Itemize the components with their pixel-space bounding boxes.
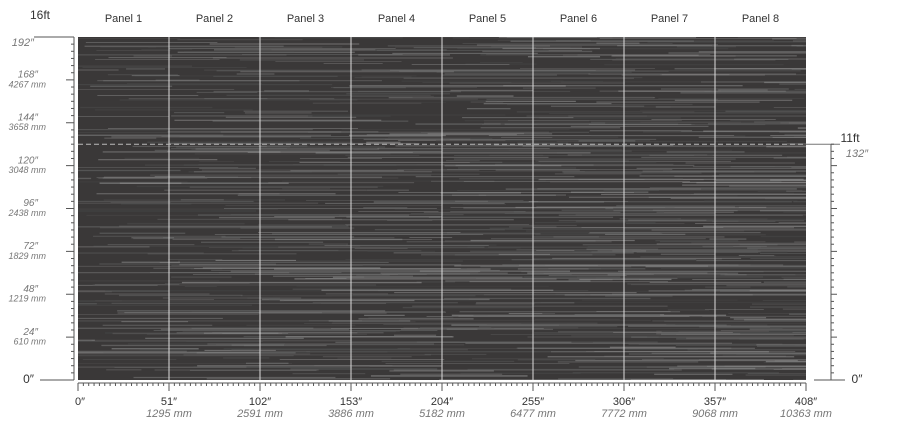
bottom-mm-label: 10363 mm <box>780 408 832 420</box>
bottom-mm-label: 3886 mm <box>328 408 374 420</box>
left-mm-label: 1829 mm <box>8 251 46 261</box>
panel-label: Panel 4 <box>378 13 415 25</box>
bottom-mm-label: 7772 mm <box>601 408 647 420</box>
bottom-mm-label: 5182 mm <box>419 408 465 420</box>
bottom-inch-label: 204″ <box>431 396 453 408</box>
left-inch-label: 24″ <box>22 327 38 338</box>
bottom-inch-label: 306″ <box>613 396 635 408</box>
left-mm-label: 2438 mm <box>7 208 46 218</box>
bottom-mm-label: 9068 mm <box>692 408 738 420</box>
panel-label: Panel 3 <box>287 13 324 25</box>
left-top-label: 16ft <box>30 8 51 22</box>
left-top-sub: 192″ <box>12 37 35 49</box>
panel-label: Panel 6 <box>560 13 597 25</box>
right-top-sub: 132″ <box>846 148 869 160</box>
bottom-inch-label: 408″ <box>795 396 817 408</box>
left-mm-label: 1219 mm <box>8 294 46 304</box>
left-inch-label: 96″ <box>23 198 38 209</box>
bottom-inch-label: 255″ <box>522 396 544 408</box>
bottom-mm-label: 6477 mm <box>510 408 556 420</box>
left-mm-label: 4267 mm <box>8 79 46 89</box>
panel-label: Panel 7 <box>651 13 688 25</box>
right-zero: 0″ <box>852 372 864 386</box>
left-inch-label: 48″ <box>23 284 38 295</box>
left-inch-label: 120″ <box>18 155 39 166</box>
left-mm-label: 3048 mm <box>8 165 46 175</box>
panel-label: Panel 5 <box>469 13 506 25</box>
bottom-inch-label: 153″ <box>340 396 362 408</box>
left-inch-label: 144″ <box>18 112 39 123</box>
left-inch-label: 168″ <box>18 70 39 81</box>
right-top-label: 11ft <box>840 131 860 145</box>
left-mm-label: 3658 mm <box>8 122 46 132</box>
bottom-zero: 0″ <box>75 396 85 408</box>
panel-label: Panel 8 <box>742 13 779 25</box>
bottom-mm-label: 1295 mm <box>146 408 192 420</box>
left-zero: 0″ <box>23 372 35 386</box>
left-inch-label: 72″ <box>23 241 38 252</box>
bottom-mm-label: 2591 mm <box>236 408 283 420</box>
bottom-inch-label: 102″ <box>249 396 271 408</box>
left-mm-label: 610 mm <box>13 337 46 347</box>
bottom-inch-label: 51″ <box>161 396 177 408</box>
texture <box>78 37 806 380</box>
panel-label: Panel 2 <box>196 13 233 25</box>
panel-label: Panel 1 <box>105 13 142 25</box>
bottom-inch-label: 357″ <box>704 396 726 408</box>
